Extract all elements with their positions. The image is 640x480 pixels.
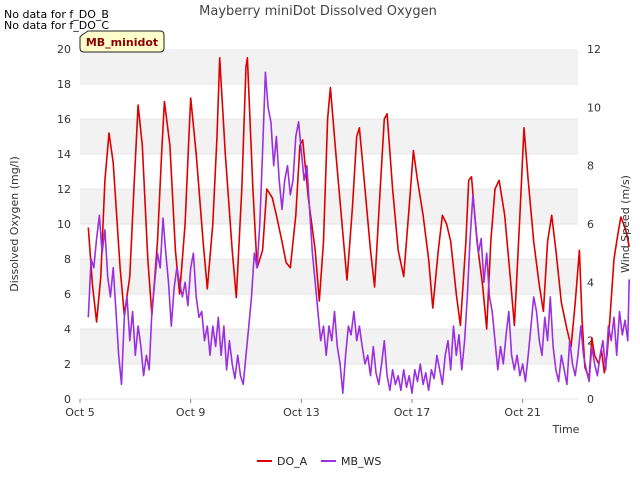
left-y-tick-label: 0: [64, 393, 71, 406]
left-y-tick-label: 2: [64, 358, 71, 371]
left-y-tick-label: 12: [57, 183, 71, 196]
series-line-mb-ws: [87, 71, 630, 394]
right-y-tick-label: 8: [587, 160, 594, 173]
x-axis-title: Time: [552, 423, 580, 436]
x-tick-label: Oct 21: [504, 406, 541, 419]
grid-band: [80, 259, 578, 294]
right-y-tick-label: 6: [587, 218, 594, 231]
grid-band: [80, 224, 578, 259]
x-tick-labels: Oct 5 Oct 9 Oct 13 Oct 17 Oct 21: [65, 406, 541, 419]
left-y-tick-label: 16: [57, 113, 71, 126]
no-data-note-2: No data for f_DO_C: [4, 19, 110, 32]
left-y-tick-label: 14: [57, 148, 71, 161]
right-y-tick-labels: 0 2 4 6 8 10 12: [587, 43, 601, 406]
left-y-tick-label: 4: [64, 323, 71, 336]
grid-band: [80, 364, 578, 399]
no-data-note-1: No data for f_DO_B: [4, 8, 109, 21]
right-y-axis-title: Wind Speed (m/s): [619, 175, 632, 273]
site-label: MB_minidot: [86, 36, 158, 49]
chart-title: Mayberry miniDot Dissolved Oxygen: [199, 4, 437, 19]
right-y-tick-label: 0: [587, 393, 594, 406]
right-y-tick-label: 2: [587, 335, 594, 348]
grid-band: [80, 119, 578, 154]
right-y-tick-label: 4: [587, 276, 594, 289]
grid-band: [80, 49, 578, 84]
legend-label-do-a: DO_A: [277, 455, 308, 468]
grid-band: [80, 294, 578, 329]
series-layer: [87, 57, 630, 394]
x-tick-marks: [79, 399, 524, 403]
right-y-tick-label: 10: [587, 101, 601, 114]
left-y-tick-label: 8: [64, 253, 71, 266]
left-y-axis-title: Dissolved Oxygen (mg/l): [8, 156, 21, 291]
grid-band: [80, 154, 578, 189]
grid-bands: [80, 49, 578, 400]
x-tick-label: Oct 9: [176, 406, 206, 419]
x-tick-label: Oct 13: [283, 406, 320, 419]
x-tick-label: Oct 17: [394, 406, 431, 419]
right-y-tick-label: 12: [587, 43, 601, 56]
left-y-tick-label: 6: [64, 288, 71, 301]
site-label-tag: MB_minidot: [79, 30, 165, 53]
legend: DO_A MB_WS: [257, 455, 381, 468]
left-y-tick-label: 20: [57, 43, 71, 56]
left-y-tick-label: 10: [57, 218, 71, 231]
legend-label-mb-ws: MB_WS: [341, 455, 381, 468]
left-y-tick-labels: 0 2 4 6 8 10 12 14 16 18 20: [57, 43, 71, 406]
left-y-tick-label: 18: [57, 78, 71, 91]
x-tick-label: Oct 5: [65, 406, 95, 419]
series-line-do-a: [87, 57, 630, 379]
